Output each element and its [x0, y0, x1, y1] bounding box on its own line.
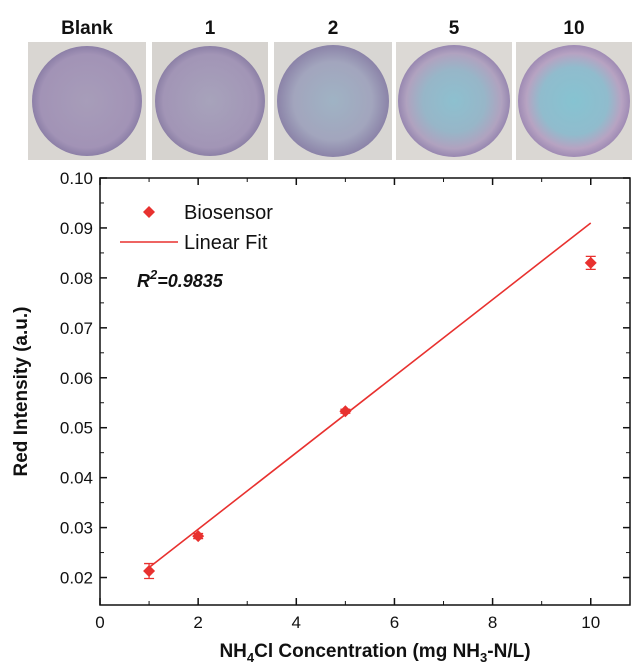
legend-marker [143, 206, 155, 218]
photo-disc [32, 46, 142, 156]
photo-disc [398, 45, 510, 157]
y-axis-title: Red Intensity (a.u.) [11, 307, 32, 477]
plot-frame [99, 177, 631, 606]
y-tick-label: 0.10 [60, 169, 93, 188]
y-tick-label: 0.04 [60, 469, 93, 488]
legend-label: Linear Fit [184, 232, 268, 254]
y-tick-label: 0.09 [60, 219, 93, 238]
annotation: R2=0.9835 [137, 267, 224, 291]
x-tick-label: 0 [95, 613, 104, 632]
annotation-sup: 2 [149, 267, 158, 282]
image-label: 1 [205, 18, 216, 39]
photos [28, 42, 632, 160]
y-tick-label: 0.08 [60, 269, 93, 288]
image-label: 10 [563, 18, 584, 39]
x-axis-title-part: -N/L) [487, 641, 530, 662]
x-tick-label: 4 [292, 613, 301, 632]
y-tick-label: 0.06 [60, 369, 93, 388]
x-axis-title-part: Cl Concentration (mg NH [254, 641, 480, 662]
data-point [192, 530, 205, 543]
y-tick-label: 0.03 [60, 519, 93, 538]
subscript: 3 [480, 650, 487, 665]
y-tick-label: 0.02 [60, 569, 93, 588]
data-point [584, 256, 597, 269]
x-tick-label: 2 [193, 613, 202, 632]
photo-disc [277, 45, 389, 157]
data-point [143, 565, 156, 578]
y-tick-label: 0.07 [60, 319, 93, 338]
photo-disc [518, 45, 630, 157]
image-label: 5 [449, 18, 460, 39]
x-axis-title: NH4Cl Concentration (mg NH3-N/L) [219, 641, 530, 665]
x-axis-title-part: NH [219, 641, 246, 662]
subscript: 4 [247, 650, 255, 665]
x-tick-label: 10 [581, 613, 600, 632]
image-label: Blank [61, 18, 113, 39]
image-label: 2 [328, 18, 339, 39]
annotation-base: R [137, 271, 150, 291]
photo-disc [155, 46, 265, 156]
annotation-rest: =0.9835 [157, 271, 224, 291]
x-tick-label: 6 [390, 613, 399, 632]
data-point [339, 405, 352, 418]
x-tick-label: 8 [488, 613, 497, 632]
legend-label: Biosensor [184, 202, 273, 224]
fit-line [148, 222, 592, 569]
y-tick-label: 0.05 [60, 419, 93, 438]
